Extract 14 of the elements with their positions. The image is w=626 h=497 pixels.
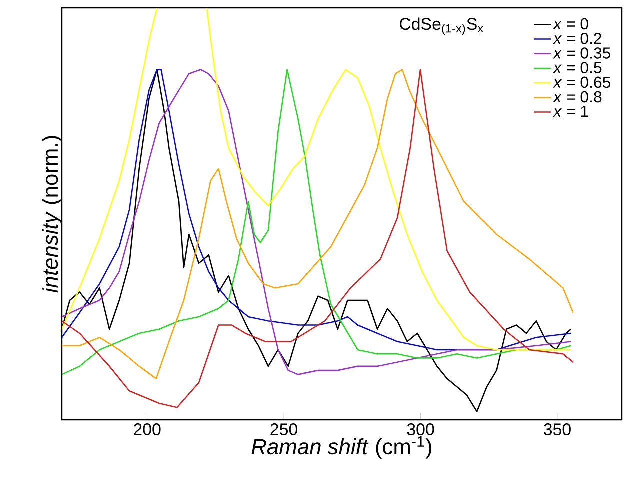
legend-label: x = 0.5 [552,62,602,74]
x-tick-label: 350 [544,424,571,436]
y-axis-title: intensity (norm.) [42,136,62,293]
legend-label: x = 1 [552,106,588,117]
legend-label: x = 0 [552,18,588,30]
x-tick-label: 250 [270,424,298,436]
legend-label: x = 0.65 [552,76,611,88]
legend-label: x = 0.8 [552,91,602,103]
x-tick-label: 300 [407,424,434,436]
x-axis-title: Raman shift (cm$^{-1}$) [252,436,432,459]
legend-label: x = 0.2 [552,32,602,44]
legend-title: CdSe$_{(1-x)}$S$_{x}$ [400,18,484,36]
x-tick-label: 200 [134,424,161,436]
legend-label: x = 0.35 [552,48,611,59]
